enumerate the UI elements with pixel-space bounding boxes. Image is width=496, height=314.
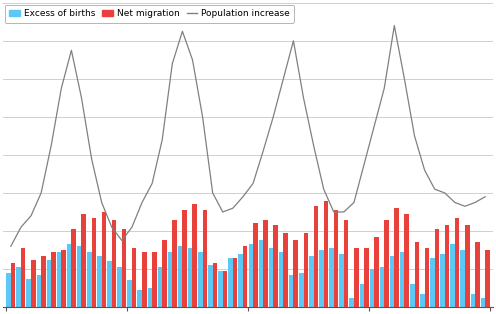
Bar [294, 241, 298, 307]
Bar [248, 244, 253, 307]
Bar [26, 279, 31, 307]
Bar [107, 262, 112, 307]
Bar [172, 219, 177, 307]
Bar [102, 212, 106, 307]
Bar [455, 218, 459, 307]
Bar [370, 269, 374, 307]
Bar [47, 259, 51, 307]
Bar [304, 233, 308, 307]
Bar [37, 275, 41, 307]
Bar [178, 246, 183, 307]
Bar [374, 237, 378, 307]
Bar [380, 267, 384, 307]
Bar [122, 229, 126, 307]
Bar [148, 288, 152, 307]
Bar [309, 256, 313, 307]
Bar [158, 267, 162, 307]
Bar [6, 273, 11, 307]
Bar [460, 250, 465, 307]
Bar [263, 219, 268, 307]
Bar [168, 252, 172, 307]
Bar [57, 252, 62, 307]
Bar [202, 210, 207, 307]
Bar [137, 290, 142, 307]
Bar [384, 219, 389, 307]
Bar [132, 248, 136, 307]
Bar [415, 242, 419, 307]
Bar [324, 201, 328, 307]
Bar [253, 223, 257, 307]
Bar [313, 206, 318, 307]
Bar [127, 280, 132, 307]
Bar [198, 252, 202, 307]
Bar [319, 250, 324, 307]
Bar [112, 219, 116, 307]
Bar [71, 229, 76, 307]
Bar [243, 246, 248, 307]
Bar [394, 208, 399, 307]
Bar [273, 225, 278, 307]
Legend: Excess of births, Net migration, Population increase: Excess of births, Net migration, Populat… [4, 5, 294, 23]
Bar [440, 254, 445, 307]
Bar [213, 263, 217, 307]
Bar [485, 250, 490, 307]
Bar [430, 257, 434, 307]
Bar [118, 267, 122, 307]
Bar [258, 241, 263, 307]
Bar [97, 256, 102, 307]
Bar [475, 242, 480, 307]
Bar [218, 271, 223, 307]
Bar [329, 248, 334, 307]
Bar [364, 248, 369, 307]
Bar [349, 298, 354, 307]
Bar [410, 284, 415, 307]
Bar [51, 252, 56, 307]
Bar [77, 246, 81, 307]
Bar [334, 210, 338, 307]
Bar [239, 254, 243, 307]
Bar [344, 219, 348, 307]
Bar [228, 257, 233, 307]
Bar [450, 244, 455, 307]
Bar [420, 294, 425, 307]
Bar [16, 267, 21, 307]
Bar [283, 233, 288, 307]
Bar [21, 248, 25, 307]
Bar [62, 250, 66, 307]
Bar [299, 273, 304, 307]
Bar [233, 257, 238, 307]
Bar [92, 218, 96, 307]
Bar [192, 204, 197, 307]
Bar [339, 254, 344, 307]
Bar [11, 263, 15, 307]
Bar [390, 256, 394, 307]
Bar [471, 294, 475, 307]
Bar [31, 259, 36, 307]
Bar [279, 252, 283, 307]
Bar [188, 248, 192, 307]
Bar [400, 252, 404, 307]
Bar [360, 284, 364, 307]
Bar [162, 241, 167, 307]
Bar [354, 248, 359, 307]
Bar [81, 214, 86, 307]
Bar [152, 252, 157, 307]
Bar [223, 271, 227, 307]
Bar [434, 229, 439, 307]
Bar [269, 248, 273, 307]
Bar [208, 265, 213, 307]
Bar [87, 252, 92, 307]
Bar [183, 210, 187, 307]
Bar [404, 214, 409, 307]
Bar [142, 252, 147, 307]
Bar [481, 299, 485, 307]
Bar [67, 244, 71, 307]
Bar [465, 225, 470, 307]
Bar [289, 275, 294, 307]
Bar [425, 248, 429, 307]
Bar [41, 256, 46, 307]
Bar [445, 225, 449, 307]
